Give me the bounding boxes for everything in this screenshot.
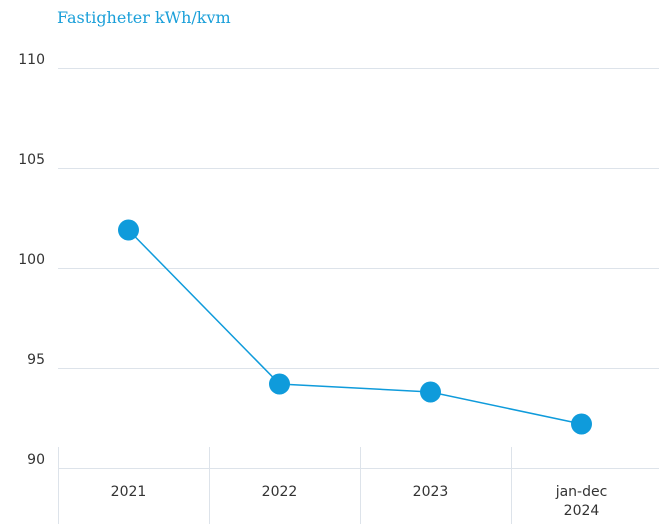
y-tick-label: 110	[18, 52, 45, 68]
x-tick-label: 2023	[412, 484, 449, 500]
y-tick-label: 105	[18, 152, 45, 168]
point	[420, 381, 441, 403]
chart-title: Fastigheter kWh/kvm	[57, 8, 231, 27]
category-separators	[58, 447, 512, 524]
point	[269, 373, 290, 395]
point	[118, 219, 139, 241]
x-tick-label: jan-dec 2024	[555, 484, 608, 519]
y-tick-label: 100	[18, 252, 45, 268]
y-tick-label: 90	[27, 452, 45, 468]
line	[127, 229, 582, 425]
x-tick-label: 2022	[261, 484, 298, 500]
x-tick-label: 2021	[110, 484, 147, 500]
y-tick-label: 95	[27, 352, 45, 368]
point	[571, 413, 592, 435]
